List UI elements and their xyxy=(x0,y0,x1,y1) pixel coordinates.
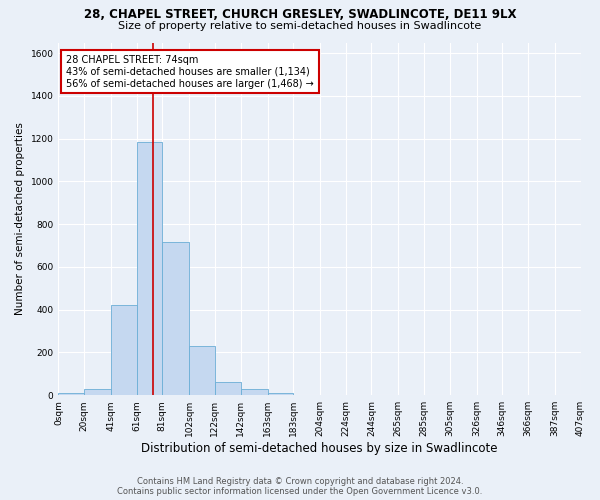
X-axis label: Distribution of semi-detached houses by size in Swadlincote: Distribution of semi-detached houses by … xyxy=(141,442,498,455)
Text: Size of property relative to semi-detached houses in Swadlincote: Size of property relative to semi-detach… xyxy=(118,21,482,31)
Bar xyxy=(111,306,137,395)
Bar xyxy=(163,242,189,395)
Bar xyxy=(189,346,215,395)
Text: 28, CHAPEL STREET, CHURCH GRESLEY, SWADLINCOTE, DE11 9LX: 28, CHAPEL STREET, CHURCH GRESLEY, SWADL… xyxy=(84,8,516,20)
Text: Contains HM Land Registry data © Crown copyright and database right 2024.
Contai: Contains HM Land Registry data © Crown c… xyxy=(118,476,482,496)
Bar xyxy=(241,389,268,395)
Y-axis label: Number of semi-detached properties: Number of semi-detached properties xyxy=(15,122,25,316)
Bar xyxy=(137,142,163,395)
Bar xyxy=(58,393,84,395)
Bar xyxy=(84,389,111,395)
Bar xyxy=(215,382,241,395)
Text: 28 CHAPEL STREET: 74sqm
43% of semi-detached houses are smaller (1,134)
56% of s: 28 CHAPEL STREET: 74sqm 43% of semi-deta… xyxy=(66,56,314,88)
Bar xyxy=(268,392,293,395)
